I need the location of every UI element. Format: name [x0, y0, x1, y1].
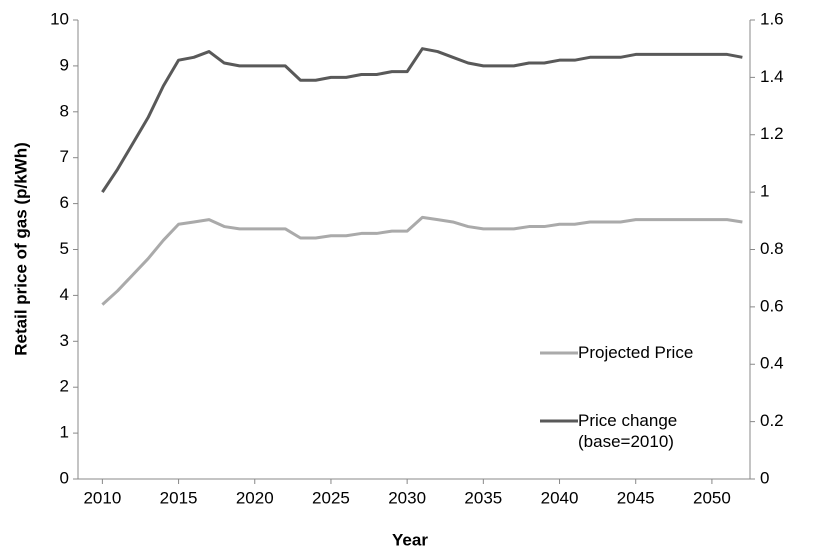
x-tick-label: 2030 — [388, 488, 426, 507]
y2-tick-label: 1.2 — [760, 124, 784, 143]
y-tick-label: 1 — [60, 423, 69, 442]
y-tick-label: 5 — [60, 239, 69, 258]
legend-label: Projected Price — [578, 343, 694, 362]
y2-tick-label: 1.4 — [760, 67, 784, 86]
x-tick-label: 2025 — [312, 488, 350, 507]
y-tick-label: 6 — [60, 193, 69, 212]
x-tick-label: 2040 — [541, 488, 579, 507]
y2-tick-label: 0.4 — [760, 354, 784, 373]
x-tick-label: 2045 — [617, 488, 655, 507]
x-axis-title: Year — [392, 530, 428, 549]
y-tick-label: 7 — [60, 147, 69, 166]
y2-tick-label: 1 — [760, 182, 769, 201]
y-tick-label: 0 — [60, 468, 69, 487]
y-tick-label: 10 — [50, 9, 69, 28]
y2-tick-label: 0 — [760, 468, 769, 487]
y2-tick-label: 0.6 — [760, 296, 784, 315]
x-tick-label: 2050 — [693, 488, 731, 507]
y-tick-label: 2 — [60, 377, 69, 396]
y2-tick-label: 1.6 — [760, 9, 784, 28]
x-tick-label: 2015 — [160, 488, 198, 507]
y-axis-title: Retail price of gas (p/kWh) — [11, 142, 30, 355]
x-tick-label: 2035 — [464, 488, 502, 507]
y-tick-label: 8 — [60, 101, 69, 120]
series-line — [101, 215, 743, 306]
x-tick-label: 2010 — [83, 488, 121, 507]
series-line — [101, 47, 743, 193]
y-tick-label: 4 — [60, 285, 69, 304]
y-tick-label: 9 — [60, 55, 69, 74]
x-tick-label: 2020 — [236, 488, 274, 507]
legend-label: Price change (base=2010) — [578, 411, 678, 451]
y2-tick-label: 0.2 — [760, 411, 784, 430]
y2-tick-label: 0.8 — [760, 239, 784, 258]
y-tick-label: 3 — [60, 331, 69, 350]
